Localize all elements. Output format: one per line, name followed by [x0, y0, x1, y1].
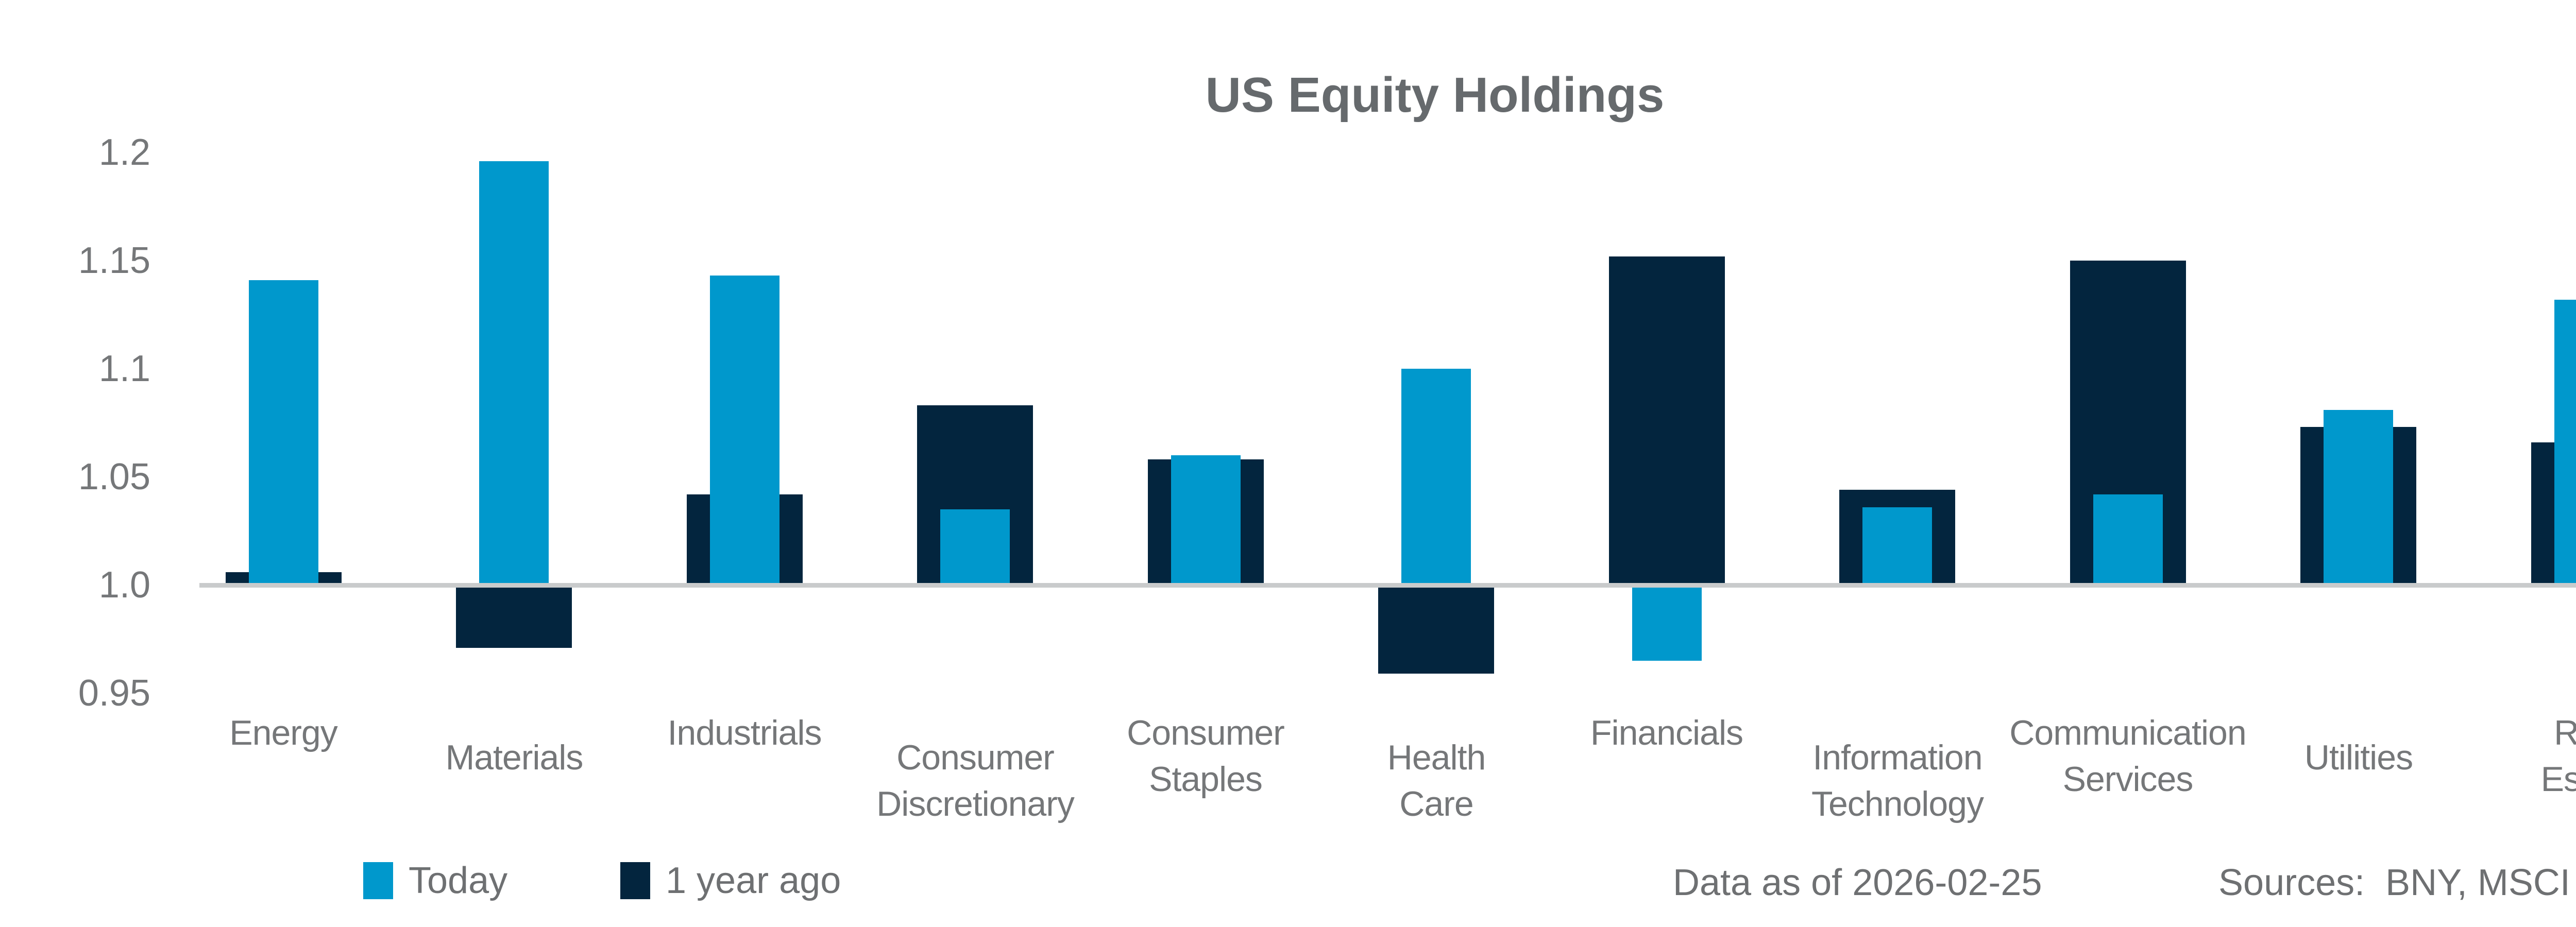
x-label-line: Information — [1812, 738, 1982, 777]
x-label-line: Consumer — [1127, 713, 1285, 752]
bar-today-utilities — [2324, 410, 2393, 585]
x-label-line: Care — [1399, 784, 1473, 823]
bar-today-consumer-staples — [1171, 455, 1241, 585]
x-label-energy: Energy — [108, 710, 459, 756]
y-tick-label-1-1: 1.1 — [98, 348, 150, 389]
x-label-line: Materials — [445, 738, 584, 777]
bar-1-year-ago-materials — [456, 585, 572, 648]
x-label-health-care: Health Care — [1261, 734, 1612, 827]
bar-today-consumer-discretionary — [940, 509, 1010, 585]
x-label-line: Industrials — [667, 713, 822, 752]
legend-item-1-year-ago: 1 year ago — [620, 861, 841, 900]
x-label-line: Energy — [229, 713, 337, 752]
x-label-materials: Materials — [339, 734, 689, 781]
x-label-line: Health — [1387, 738, 1486, 777]
x-label-information-technology: Information Technology — [1722, 734, 2073, 827]
bar-today-information-technology — [1862, 507, 1932, 585]
legend-swatch-today — [363, 862, 393, 899]
y-tick-label-1-2: 1.2 — [98, 132, 150, 173]
x-label-line: Services — [2062, 760, 2194, 799]
bar-today-industrials — [710, 276, 779, 585]
sources-note: Sources: BNY, MSCI — [2218, 862, 2570, 903]
x-label-consumer-staples: Consumer Staples — [1030, 710, 1381, 802]
y-tick-label-1-05: 1.05 — [78, 456, 150, 497]
baseline-gridline — [199, 583, 2576, 588]
x-label-line: Utilities — [2304, 738, 2413, 777]
x-label-line: Technology — [1811, 784, 1984, 823]
bar-1-year-ago-health-care — [1378, 585, 1494, 674]
bar-1-year-ago-financials — [1609, 256, 1725, 585]
y-tick-label-0-95: 0.95 — [78, 673, 150, 714]
x-label-line: Staples — [1149, 760, 1263, 799]
x-label-utilities: Utilities — [2183, 734, 2534, 781]
legend-swatch-1-year-ago — [620, 862, 650, 899]
x-label-consumer-discretionary: Consumer Discretionary — [800, 734, 1150, 827]
legend-label-today: Today — [409, 860, 508, 901]
x-label-industrials: Industrials — [569, 710, 920, 756]
chart-title: US Equity Holdings — [1205, 67, 1665, 123]
bar-today-financials — [1632, 585, 1702, 661]
x-label-line: Financials — [1590, 713, 1743, 752]
bar-today-communication-services — [2093, 494, 2163, 585]
legend-item-today: Today — [363, 861, 507, 900]
bar-today-energy — [249, 280, 318, 585]
bar-today-health-care — [1401, 369, 1471, 585]
x-label-line: Consumer — [896, 738, 1055, 777]
x-label-communication-services: Communication Services — [1953, 710, 2303, 802]
bar-today-materials — [479, 161, 549, 585]
data-as-of-note: Data as of 2026-02-25 — [1673, 862, 2042, 903]
bar-today-real-estate — [2554, 300, 2576, 585]
y-tick-label-1-0: 1.0 — [98, 564, 150, 606]
x-label-financials: Financials — [1492, 710, 1842, 756]
x-label-line: Communication — [2009, 713, 2246, 752]
y-tick-label-1-15: 1.15 — [78, 240, 150, 281]
legend-label-1-year-ago: 1 year ago — [666, 860, 841, 901]
x-label-line: Real — [2554, 713, 2576, 752]
x-label-line: Discretionary — [876, 784, 1075, 823]
x-label-real-estate: Real Estate — [2414, 710, 2576, 802]
x-label-line: Estate — [2540, 760, 2576, 799]
